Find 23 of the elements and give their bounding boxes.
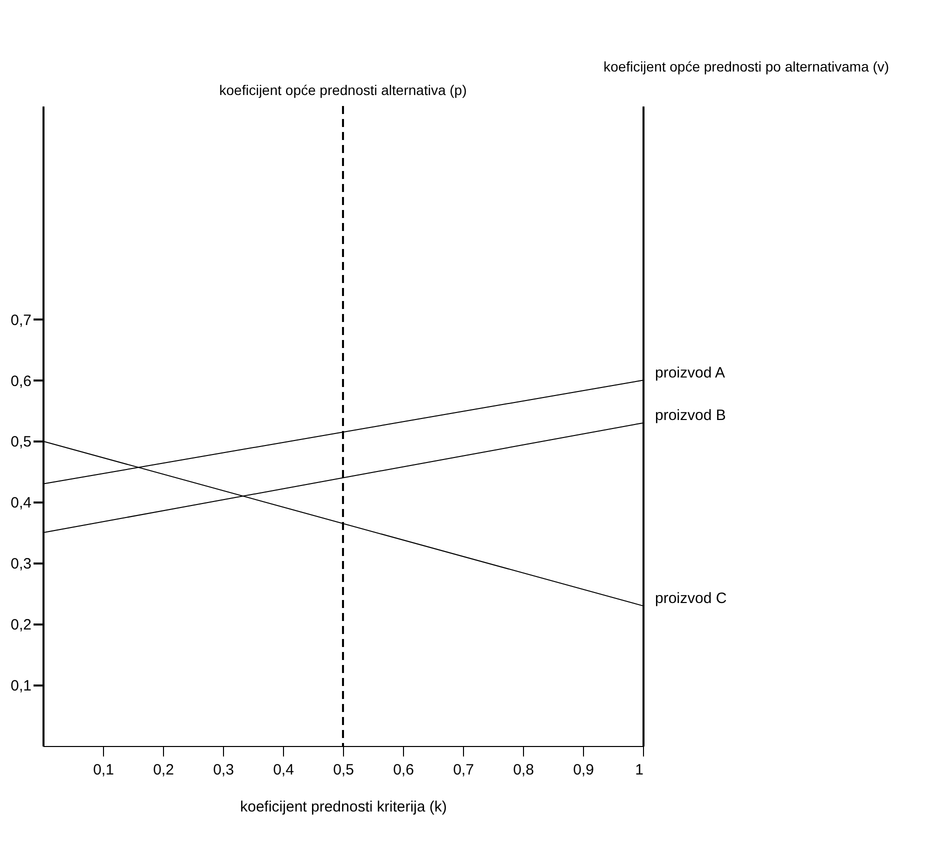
y-tick-label: 0,4 — [10, 494, 32, 512]
series-label: proizvod A — [655, 364, 726, 382]
x-tick-label: 0,4 — [273, 762, 294, 778]
series-label: proizvod C — [655, 590, 727, 607]
x-tick-label: 0,3 — [213, 762, 234, 778]
y-tick-label: 0,5 — [10, 434, 32, 451]
x-tick-label: 0,8 — [513, 762, 534, 778]
series-label: proizvod B — [655, 406, 726, 424]
x-axis-title: koeficijent prednosti kriterija (k) — [240, 798, 447, 816]
ref-line-label: koeficijent opće prednosti alternativa (p) — [219, 82, 467, 98]
x-tick-label: 0,7 — [453, 762, 474, 778]
x-tick-label: 0,5 — [333, 762, 354, 778]
y-tick-label: 0,1 — [10, 678, 32, 695]
y-tick-label: 0,6 — [10, 372, 32, 390]
x-tick-label: 0,6 — [393, 762, 414, 778]
x-tick-label: 0,9 — [573, 762, 594, 778]
y-tick-label: 0,7 — [10, 312, 32, 329]
x-tick-label: 0,1 — [93, 762, 114, 778]
x-tick-label: 0,2 — [153, 762, 174, 778]
x-tick-label: 1 — [635, 762, 644, 778]
y2-axis-title: koeficijent opće prednosti po alternativama (v) — [604, 58, 890, 74]
y-tick-label: 0,2 — [10, 616, 32, 634]
y-tick-label: 0,3 — [10, 556, 32, 573]
